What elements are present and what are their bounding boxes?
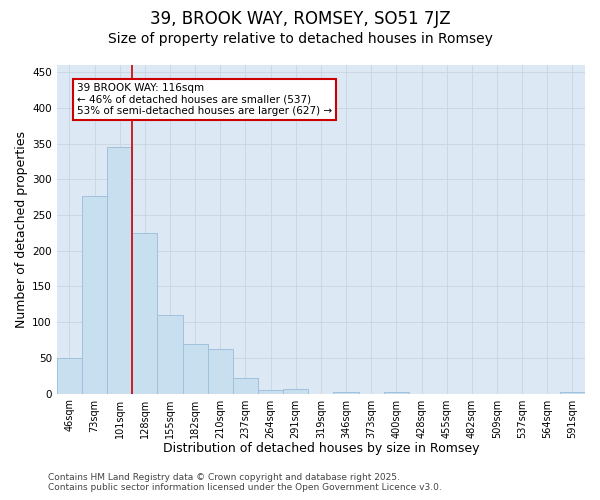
Text: Size of property relative to detached houses in Romsey: Size of property relative to detached ho…	[107, 32, 493, 46]
Bar	[157, 315, 182, 394]
Bar	[57, 358, 82, 394]
Bar	[132, 233, 157, 394]
Bar	[182, 344, 208, 394]
Bar	[384, 392, 409, 394]
Bar	[107, 147, 132, 394]
Text: 39 BROOK WAY: 116sqm
← 46% of detached houses are smaller (537)
53% of semi-deta: 39 BROOK WAY: 116sqm ← 46% of detached h…	[77, 83, 332, 116]
Y-axis label: Number of detached properties: Number of detached properties	[15, 131, 28, 328]
Bar	[208, 348, 233, 394]
Bar	[334, 392, 359, 394]
Bar	[283, 388, 308, 394]
Bar	[233, 378, 258, 394]
Text: Contains HM Land Registry data © Crown copyright and database right 2025.
Contai: Contains HM Land Registry data © Crown c…	[48, 473, 442, 492]
Bar	[560, 392, 585, 394]
Text: 39, BROOK WAY, ROMSEY, SO51 7JZ: 39, BROOK WAY, ROMSEY, SO51 7JZ	[149, 10, 451, 28]
X-axis label: Distribution of detached houses by size in Romsey: Distribution of detached houses by size …	[163, 442, 479, 455]
Bar	[82, 196, 107, 394]
Bar	[258, 390, 283, 394]
